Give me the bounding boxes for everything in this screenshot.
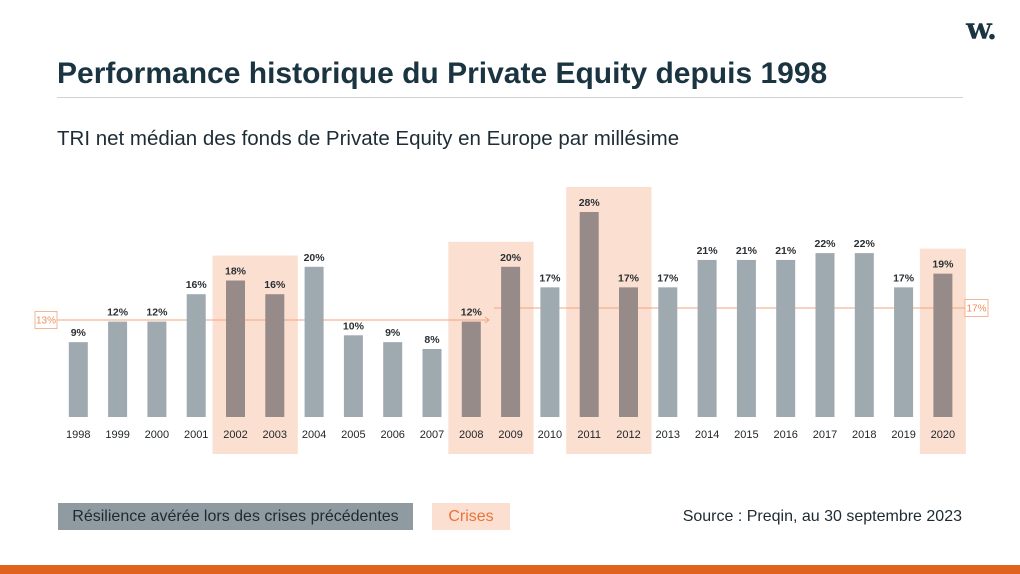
value-label-2020: 19%	[932, 259, 954, 271]
legend-crises: Crises	[432, 503, 510, 530]
bar-2013	[658, 287, 678, 417]
year-label-2018: 2018	[852, 429, 876, 441]
page-title: Performance historique du Private Equity…	[57, 57, 828, 90]
year-label-2014: 2014	[695, 429, 719, 441]
year-label-2010: 2010	[538, 429, 562, 441]
value-label-2018: 22%	[854, 238, 876, 250]
bar-1999	[108, 321, 128, 417]
year-label-2008: 2008	[459, 429, 483, 441]
year-label-2000: 2000	[145, 429, 169, 441]
crisis-highlight-2008-2009	[448, 241, 534, 454]
bar-2005	[343, 335, 363, 417]
bar-2010	[540, 287, 560, 417]
title-divider	[57, 97, 963, 98]
reference-label-13: 13%	[36, 316, 56, 327]
value-label-2009: 20%	[500, 252, 522, 264]
year-label-1999: 1999	[105, 429, 129, 441]
year-label-2002: 2002	[223, 429, 247, 441]
crisis-highlight-2011-2012	[566, 187, 652, 454]
bar-2008	[461, 321, 481, 417]
value-label-2005: 10%	[343, 320, 365, 332]
reference-label-box-17	[964, 299, 989, 317]
reference-label-box-13	[34, 311, 58, 329]
chart-subtitle: TRI net médian des fonds de Private Equi…	[57, 127, 680, 150]
year-label-2017: 2017	[813, 429, 837, 441]
bar-2018	[854, 253, 874, 417]
bar-2015	[736, 259, 756, 417]
value-label-2015: 21%	[736, 245, 758, 257]
bar-2017	[815, 253, 835, 417]
year-label-2007: 2007	[420, 429, 444, 441]
source-note: Source : Preqin, au 30 septembre 2023	[682, 508, 962, 525]
bottom-accent-bar	[0, 565, 1020, 574]
value-label-2002: 18%	[225, 266, 247, 278]
bar-2004	[304, 266, 324, 417]
year-label-2019: 2019	[891, 429, 915, 441]
bar-2019	[894, 287, 914, 417]
reference-label-17: 17%	[966, 304, 986, 315]
year-label-2011: 2011	[577, 429, 601, 441]
value-label-2008: 12%	[461, 307, 483, 319]
year-label-1998: 1998	[66, 429, 90, 441]
year-label-2003: 2003	[263, 429, 287, 441]
value-label-2016: 21%	[775, 245, 797, 257]
bar-2007	[422, 349, 442, 417]
value-label-2013: 17%	[657, 272, 679, 284]
value-label-2011: 28%	[579, 197, 601, 209]
year-label-2020: 2020	[931, 429, 955, 441]
bar-2020	[933, 273, 953, 417]
bar-2012	[619, 287, 638, 417]
value-label-2001: 16%	[186, 279, 208, 291]
bar-2002	[226, 280, 245, 417]
value-label-2010: 17%	[539, 272, 561, 284]
bar-2016	[776, 259, 796, 417]
bar-2014	[697, 259, 717, 417]
value-label-2012: 17%	[618, 272, 640, 284]
bar-2006	[383, 342, 403, 417]
year-label-2006: 2006	[380, 429, 404, 441]
bar-2001	[186, 294, 206, 417]
value-label-1998: 9%	[71, 327, 87, 339]
year-label-2016: 2016	[773, 429, 797, 441]
value-label-2014: 21%	[697, 245, 719, 257]
legend-resilience: Résilience avérée lors des crises précéd…	[58, 503, 413, 530]
value-label-2004: 20%	[304, 252, 326, 264]
year-label-2004: 2004	[302, 429, 326, 441]
value-label-2006: 9%	[385, 327, 401, 339]
year-label-2001: 2001	[184, 429, 208, 441]
company-logo: w.	[966, 12, 997, 47]
year-label-2013: 2013	[656, 429, 680, 441]
year-label-2015: 2015	[734, 429, 758, 441]
reference-arrow-13	[484, 316, 490, 324]
value-label-2019: 17%	[893, 272, 915, 284]
value-label-1999: 12%	[107, 307, 129, 319]
bar-2009	[501, 266, 521, 417]
value-label-2007: 8%	[424, 334, 440, 346]
bar-2000	[147, 321, 167, 417]
value-label-2017: 22%	[814, 238, 836, 250]
year-label-2005: 2005	[341, 429, 365, 441]
value-label-2000: 12%	[146, 307, 168, 319]
bar-2011	[579, 212, 599, 417]
year-label-2009: 2009	[498, 429, 522, 441]
value-label-2003: 16%	[264, 279, 286, 291]
bar-1998	[68, 342, 88, 417]
year-label-2012: 2012	[616, 429, 640, 441]
bar-2003	[265, 294, 285, 417]
